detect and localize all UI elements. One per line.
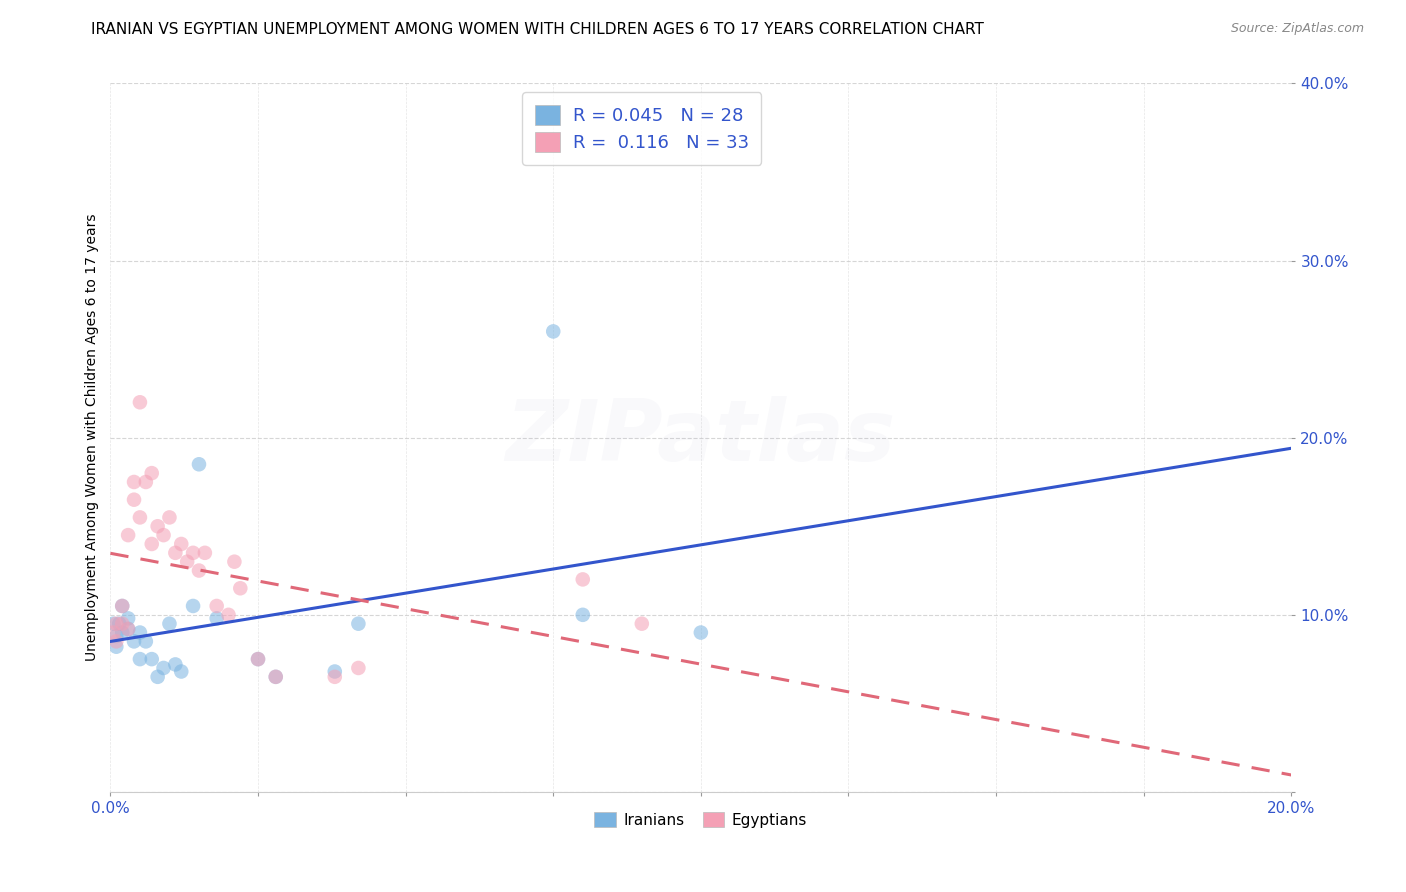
Point: [117, 622, 139, 636]
Point: [181, 599, 204, 613]
Point: [108, 616, 131, 631]
Text: ZIPatlas: ZIPatlas: [506, 396, 896, 479]
Point: [117, 611, 139, 625]
Point: [571, 607, 593, 622]
Point: [129, 510, 152, 524]
Point: [141, 652, 163, 666]
Point: [129, 625, 152, 640]
Point: [129, 395, 152, 409]
Point: [135, 475, 157, 489]
Point: [264, 670, 287, 684]
Point: [111, 616, 134, 631]
Point: [224, 555, 246, 569]
Point: [105, 640, 128, 654]
Point: [117, 528, 139, 542]
Point: [165, 657, 187, 672]
Point: [264, 670, 287, 684]
Point: [135, 634, 157, 648]
Point: [323, 670, 346, 684]
Point: [571, 573, 593, 587]
Point: [159, 510, 181, 524]
Point: [152, 661, 174, 675]
Y-axis label: Unemployment Among Women with Children Ages 6 to 17 years: Unemployment Among Women with Children A…: [86, 214, 100, 662]
Point: [170, 665, 193, 679]
Point: [141, 537, 163, 551]
Point: [188, 564, 211, 578]
Point: [347, 616, 370, 631]
Point: [630, 616, 652, 631]
Point: [122, 475, 145, 489]
Point: [247, 652, 270, 666]
Point: [159, 616, 181, 631]
Point: [146, 519, 169, 533]
Point: [194, 546, 217, 560]
Point: [141, 466, 163, 480]
Point: [111, 599, 134, 613]
Point: [111, 599, 134, 613]
Point: [205, 611, 228, 625]
Point: [129, 652, 152, 666]
Point: [122, 634, 145, 648]
Point: [111, 625, 134, 640]
Point: [323, 665, 346, 679]
Point: [347, 661, 370, 675]
Point: [122, 492, 145, 507]
Text: Source: ZipAtlas.com: Source: ZipAtlas.com: [1230, 22, 1364, 36]
Point: [105, 629, 128, 643]
Point: [103, 616, 125, 631]
Point: [181, 546, 204, 560]
Point: [176, 555, 198, 569]
Text: IRANIAN VS EGYPTIAN UNEMPLOYMENT AMONG WOMEN WITH CHILDREN AGES 6 TO 17 YEARS CO: IRANIAN VS EGYPTIAN UNEMPLOYMENT AMONG W…: [91, 22, 984, 37]
Legend: Iranians, Egyptians: Iranians, Egyptians: [588, 805, 814, 834]
Point: [541, 325, 564, 339]
Point: [103, 625, 125, 640]
Point: [117, 622, 139, 636]
Point: [170, 537, 193, 551]
Point: [689, 625, 711, 640]
Point: [105, 634, 128, 648]
Point: [165, 546, 187, 560]
Point: [152, 528, 174, 542]
Point: [218, 607, 240, 622]
Point: [247, 652, 270, 666]
Point: [146, 670, 169, 684]
Point: [229, 581, 252, 595]
Point: [188, 457, 211, 471]
Point: [105, 616, 128, 631]
Point: [205, 599, 228, 613]
